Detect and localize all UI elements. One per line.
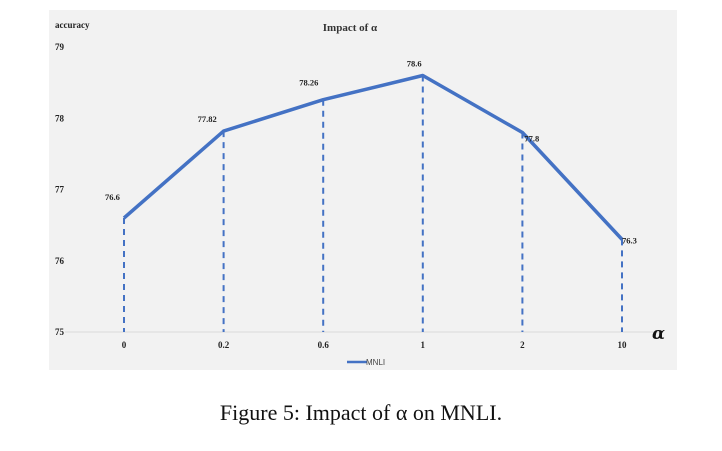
x-axis-label: α xyxy=(652,324,665,344)
data-label: 78.26 xyxy=(299,78,318,88)
y-ticks: 75 76 77 78 79 xyxy=(55,42,65,337)
x-tick-label: 0.6 xyxy=(318,340,330,350)
chart-title: Impact of α xyxy=(323,22,378,34)
y-tick-label: 76 xyxy=(55,256,65,266)
y-axis-label: accuracy xyxy=(55,20,90,30)
data-label: 77.82 xyxy=(198,114,217,124)
y-tick-label: 79 xyxy=(55,42,65,52)
x-tick-label: 0.2 xyxy=(218,340,230,350)
data-label: 76.3 xyxy=(622,235,637,245)
y-tick-label: 78 xyxy=(55,113,65,123)
y-tick-label: 75 xyxy=(55,327,65,337)
x-tick-label: 1 xyxy=(421,340,426,350)
drop-lines xyxy=(123,75,623,332)
data-label: 77.8 xyxy=(524,134,539,144)
legend: MNLI xyxy=(347,358,385,367)
legend-label: MNLI xyxy=(366,358,385,367)
figure-caption: Figure 5: Impact of α on MNLI. xyxy=(219,400,503,425)
x-tick-label: 0 xyxy=(122,340,127,350)
series-line-mnli xyxy=(122,73,624,241)
x-ticks: 0 0.2 0.6 1 2 10 xyxy=(122,340,627,350)
chart-panel: accuracy Impact of α 75 76 77 78 79 76.6 77.8… xyxy=(49,10,677,370)
y-tick-label: 77 xyxy=(55,185,65,195)
data-label: 78.6 xyxy=(407,59,422,69)
data-label: 76.6 xyxy=(105,192,120,202)
x-tick-label: 10 xyxy=(618,340,628,350)
line-chart: accuracy Impact of α 75 76 77 78 79 76.6 77.8… xyxy=(55,20,665,367)
x-tick-label: 2 xyxy=(520,340,525,350)
data-labels: 76.6 77.82 78.26 78.6 77.8 76.3 xyxy=(105,59,637,246)
